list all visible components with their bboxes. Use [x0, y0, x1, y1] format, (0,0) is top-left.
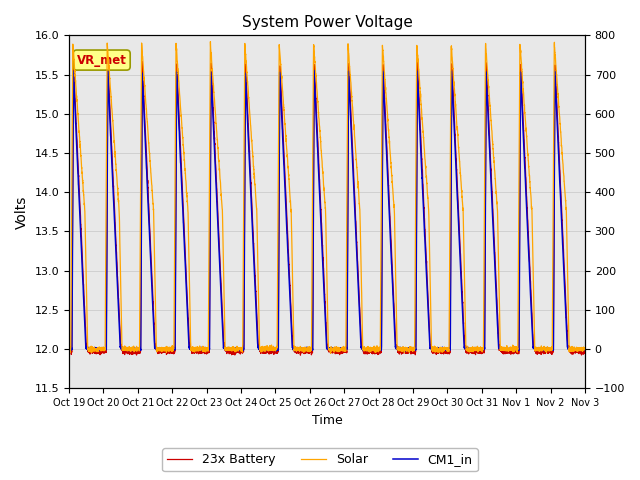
CM1_in: [388, 267, 396, 273]
Solar: [207, 39, 214, 45]
CM1_in: [65, 346, 73, 351]
Line: 23x Battery: 23x Battery: [69, 61, 585, 355]
Solar: [554, 87, 561, 93]
23x Battery: [296, 352, 304, 358]
23x Battery: [581, 349, 589, 355]
Line: CM1_in: CM1_in: [69, 71, 585, 351]
Legend: 23x Battery, Solar, CM1_in: 23x Battery, Solar, CM1_in: [163, 448, 477, 471]
X-axis label: Time: Time: [312, 414, 342, 427]
CM1_in: [310, 68, 318, 73]
CM1_in: [534, 346, 541, 351]
Solar: [127, 348, 134, 354]
23x Battery: [65, 347, 73, 352]
Text: VR_met: VR_met: [77, 54, 127, 67]
CM1_in: [531, 346, 539, 352]
Solar: [581, 346, 589, 351]
Solar: [263, 344, 271, 349]
Solar: [534, 347, 541, 352]
Solar: [531, 345, 539, 351]
23x Battery: [388, 261, 396, 266]
Solar: [327, 350, 335, 356]
CM1_in: [554, 132, 561, 138]
CM1_in: [401, 348, 409, 354]
23x Battery: [534, 348, 541, 353]
23x Battery: [531, 348, 539, 354]
23x Battery: [263, 349, 271, 355]
Solar: [388, 177, 396, 182]
Title: System Power Voltage: System Power Voltage: [241, 15, 412, 30]
CM1_in: [263, 346, 271, 352]
Solar: [65, 345, 73, 350]
CM1_in: [581, 346, 589, 351]
23x Battery: [554, 121, 561, 127]
CM1_in: [127, 345, 134, 351]
23x Battery: [127, 348, 134, 354]
Y-axis label: Volts: Volts: [15, 195, 29, 228]
Line: Solar: Solar: [69, 42, 585, 353]
23x Battery: [104, 58, 112, 64]
